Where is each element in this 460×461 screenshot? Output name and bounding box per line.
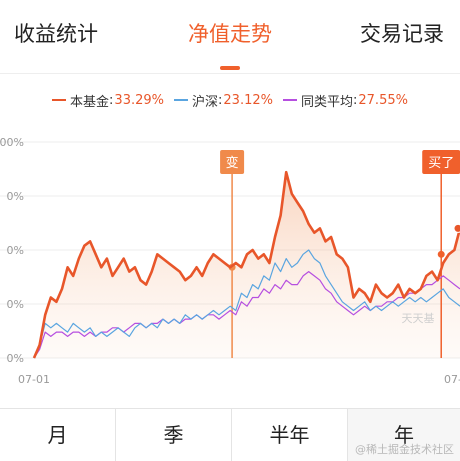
legend-name-peer: 同类平均	[300, 94, 353, 110]
active-tab-indicator	[220, 66, 240, 70]
legend-value-index: 23.12%	[223, 92, 273, 108]
fund-end-point	[453, 223, 460, 233]
legend-swatch-peer	[282, 99, 297, 101]
chart-legend: 本基金: 33.29% 沪深: 23.12% 同类平均: 27.55%	[0, 88, 460, 112]
y-tick-label: 0%	[7, 298, 24, 311]
period-month-button[interactable]: 月	[47, 423, 68, 447]
period-selector: 月 季 半年 年 @稀土掘金技术社区	[0, 408, 460, 461]
series-line-peer	[33, 271, 460, 359]
y-tick-label: 00%	[0, 136, 24, 149]
legend-item-index: 沪深: 23.12%	[174, 91, 273, 110]
legend-value-fund: 33.29%	[114, 92, 164, 108]
series-line-fund	[32, 170, 460, 359]
corner-watermark: @稀土掘金技术社区	[355, 443, 454, 456]
tab-earnings-stats[interactable]: 收益统计	[14, 22, 98, 46]
period-separator	[347, 409, 348, 461]
marker-label-text: 变	[226, 155, 239, 171]
period-separator	[231, 409, 232, 461]
legend-swatch-index	[174, 99, 188, 101]
period-half-year-button[interactable]: 半年	[269, 423, 310, 447]
legend-item-fund: 本基金: 33.29%	[52, 91, 164, 110]
legend-name-fund: 本基金	[70, 94, 110, 110]
marker-buy[interactable]: 买了	[422, 150, 460, 358]
period-quarter-button[interactable]: 季	[163, 423, 184, 447]
y-tick-label: 0%	[7, 244, 24, 257]
legend-item-peer: 同类平均: 27.55%	[282, 91, 408, 110]
legend-swatch-fund	[52, 99, 67, 101]
period-year-button[interactable]: 年	[348, 409, 460, 461]
y-tick-label: 0%	[7, 190, 24, 203]
fund-area-fill	[34, 172, 460, 358]
x-tick-label: 07-	[444, 373, 460, 386]
tab-trade-records[interactable]: 交易记录	[360, 22, 444, 46]
nav-trend-chart[interactable]: 变 买了 0% 0% 0% 0% 00% 07-01 07- 天天基	[0, 120, 460, 390]
marker-label-box	[220, 150, 245, 174]
header-divider	[0, 73, 460, 74]
series-line-index	[33, 249, 460, 359]
marker-point	[437, 250, 445, 258]
legend-value-peer: 27.55%	[358, 92, 408, 108]
marker-label-text: 买了	[428, 156, 454, 171]
chart-watermark-text: 天天基	[402, 312, 435, 325]
period-separator	[115, 409, 116, 461]
marker-label-box	[422, 150, 460, 174]
legend-name-index: 沪深	[192, 94, 219, 110]
top-tab-bar: 收益统计 净值走势 交易记录	[0, 0, 460, 72]
x-tick-label: 07-01	[18, 373, 50, 386]
y-tick-label: 0%	[7, 352, 24, 365]
tab-nav-trend[interactable]: 净值走势	[188, 22, 272, 46]
